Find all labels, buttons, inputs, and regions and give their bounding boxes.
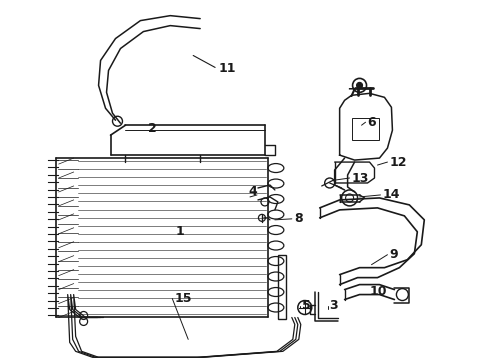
Text: 4: 4 bbox=[248, 185, 257, 198]
Text: 10: 10 bbox=[369, 285, 387, 298]
Text: 7: 7 bbox=[347, 87, 356, 100]
Text: 1: 1 bbox=[175, 225, 184, 238]
Text: 14: 14 bbox=[383, 188, 400, 202]
Text: 2: 2 bbox=[148, 122, 157, 135]
Text: 13: 13 bbox=[352, 171, 369, 185]
Text: 3: 3 bbox=[330, 299, 338, 312]
Text: 9: 9 bbox=[390, 248, 398, 261]
Text: 11: 11 bbox=[218, 62, 236, 75]
Text: 6: 6 bbox=[368, 116, 376, 129]
Text: 8: 8 bbox=[294, 212, 302, 225]
Text: 5: 5 bbox=[302, 299, 311, 312]
Text: 15: 15 bbox=[174, 292, 192, 305]
Bar bbox=[352, 118, 379, 140]
Circle shape bbox=[357, 82, 363, 88]
Bar bbox=[278, 255, 286, 319]
Text: 12: 12 bbox=[390, 156, 407, 168]
